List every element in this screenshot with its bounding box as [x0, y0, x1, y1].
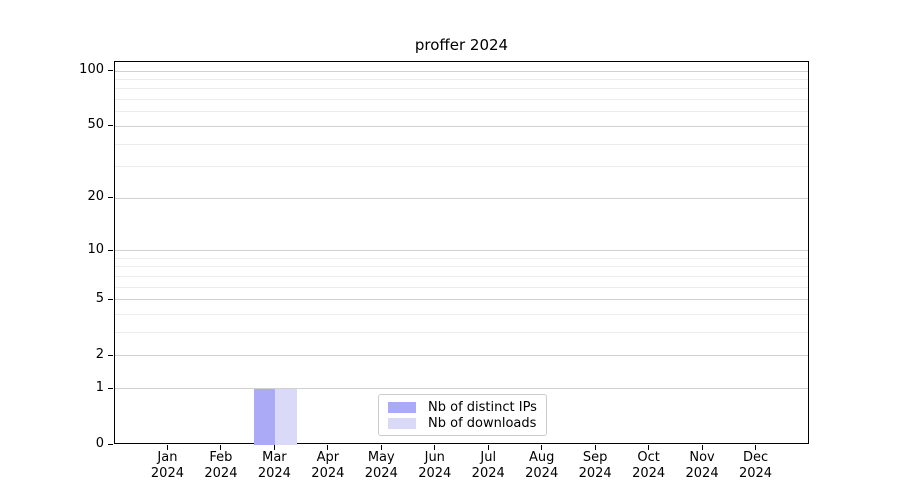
x-tick-mark [380, 445, 382, 450]
y-tick-mark [108, 125, 113, 127]
x-tick-month: Jan [157, 450, 178, 465]
y-tick-label: 1 [95, 379, 104, 395]
x-tick-label: Oct 2024 [617, 450, 681, 482]
x-tick-year: 2024 [150, 466, 184, 481]
x-tick-mark [701, 445, 703, 450]
chart-title: proffer 2024 [414, 36, 509, 54]
bar-nb-of-distinct-ips [253, 388, 276, 445]
y-gridline-minor [115, 88, 808, 90]
x-tick-month: Feb [209, 450, 233, 465]
x-tick-month: Jun [424, 450, 445, 465]
y-tick-mark [108, 197, 113, 199]
y-gridline-major [115, 125, 808, 127]
x-tick-mark [755, 445, 757, 450]
x-tick-year: 2024 [204, 466, 238, 481]
y-gridline-minor [115, 332, 808, 334]
y-gridline-major [115, 388, 808, 390]
y-gridline-minor [115, 111, 808, 113]
y-tick-label: 0 [95, 436, 104, 451]
x-tick-mark [487, 445, 489, 450]
y-gridline-minor [115, 286, 808, 288]
y-gridline-major [115, 70, 808, 72]
y-gridline-major [115, 299, 808, 301]
y-gridline-minor [115, 166, 808, 168]
x-tick-label: Jan 2024 [135, 450, 199, 482]
x-tick-mark [327, 445, 329, 450]
y-tick-mark [108, 298, 113, 300]
x-tick-label: Feb 2024 [189, 450, 253, 482]
legend-swatch [388, 401, 416, 413]
x-tick-month: Sep [582, 450, 608, 465]
x-tick-year: 2024 [632, 466, 666, 481]
y-gridline-minor [115, 266, 808, 268]
y-tick-label: 50 [87, 117, 104, 133]
y-tick-mark [108, 387, 113, 389]
y-tick-mark [108, 354, 113, 356]
x-tick-mark [220, 445, 222, 450]
plot-area [114, 61, 809, 445]
y-gridline-minor [115, 79, 808, 81]
x-tick-mark [594, 445, 596, 450]
y-gridline-minor [115, 99, 808, 101]
x-tick-label: Dec 2024 [724, 450, 788, 482]
x-tick-year: 2024 [471, 466, 505, 481]
x-tick-year: 2024 [418, 466, 452, 481]
x-tick-label: May 2024 [349, 450, 413, 482]
x-tick-mark [648, 445, 650, 450]
x-tick-label: Apr 2024 [296, 450, 360, 482]
y-gridline-major [115, 355, 808, 357]
x-tick-mark [434, 445, 436, 450]
y-gridline-major [115, 197, 808, 199]
x-tick-label: Aug 2024 [510, 450, 574, 482]
y-tick-mark [108, 249, 113, 251]
x-tick-year: 2024 [578, 466, 612, 481]
legend: Nb of distinct IPs Nb of downloads [378, 394, 547, 436]
y-gridline-minor [115, 257, 808, 259]
y-tick-label: 5 [95, 290, 104, 306]
x-tick-month: May [367, 450, 395, 465]
y-gridline-minor [115, 314, 808, 316]
x-tick-year: 2024 [257, 466, 291, 481]
x-tick-month: Apr [316, 450, 340, 465]
x-tick-year: 2024 [364, 466, 398, 481]
bar-nb-of-downloads [275, 388, 297, 445]
x-tick-month: Oct [637, 450, 660, 465]
x-tick-month: Dec [742, 450, 769, 465]
legend-label: Nb of distinct IPs [428, 399, 537, 415]
y-tick-label: 10 [87, 241, 104, 257]
x-tick-month: Aug [528, 450, 555, 465]
x-tick-label: Jun 2024 [403, 450, 467, 482]
y-tick-label: 20 [87, 189, 104, 205]
y-tick-mark [108, 444, 113, 445]
x-tick-mark [166, 445, 168, 450]
x-tick-label: Nov 2024 [670, 450, 734, 482]
y-tick-mark [108, 70, 113, 72]
legend-row: Nb of distinct IPs [388, 399, 538, 415]
x-tick-mark [273, 445, 275, 450]
x-tick-label: Mar 2024 [242, 450, 306, 482]
x-tick-mark [541, 445, 543, 450]
x-tick-year: 2024 [685, 466, 719, 481]
y-tick-label: 100 [79, 62, 104, 78]
legend-swatch [388, 417, 416, 429]
x-tick-year: 2024 [738, 466, 773, 481]
x-tick-month: Jul [480, 450, 497, 465]
y-gridline-minor [115, 276, 808, 278]
x-tick-month: Nov [689, 450, 715, 465]
y-tick-label: 2 [95, 346, 104, 362]
legend-row: Nb of downloads [388, 415, 538, 431]
x-tick-label: Jul 2024 [456, 450, 520, 482]
legend-label: Nb of downloads [428, 415, 537, 431]
x-tick-year: 2024 [311, 466, 345, 481]
x-tick-month: Mar [262, 450, 287, 465]
y-gridline-minor [115, 143, 808, 145]
x-tick-year: 2024 [525, 466, 559, 481]
x-tick-label: Sep 2024 [563, 450, 627, 482]
y-gridline-major [115, 250, 808, 252]
